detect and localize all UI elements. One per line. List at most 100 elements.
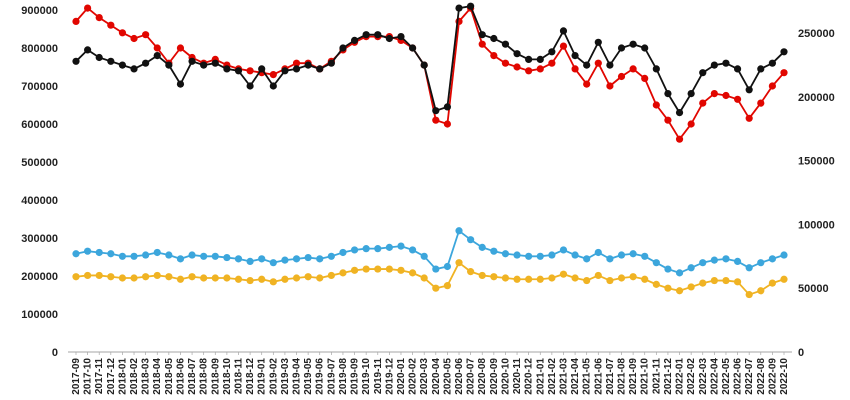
data-point	[722, 276, 730, 285]
x-tick-label: 2022-06	[733, 358, 744, 395]
left-axis-tick-label: 400000	[21, 195, 58, 207]
data-point	[455, 227, 463, 235]
x-axis-labels: 2017-09 2017-10 2017-11 2017-12 2018-01 2018-…	[71, 352, 790, 395]
data-point	[780, 251, 788, 259]
data-point	[525, 55, 533, 64]
data-point	[513, 50, 521, 58]
x-tick-label: 2020-03	[419, 358, 430, 395]
data-point	[617, 274, 626, 282]
data-point	[757, 99, 765, 107]
right-axis-tick-label: 50000	[798, 283, 829, 295]
data-point	[246, 257, 254, 266]
data-point	[408, 246, 417, 254]
left-axis-labels: 0 100000 200000 300000 400000 500000 600000 700…	[21, 5, 58, 359]
data-point	[559, 42, 568, 50]
data-point	[107, 273, 115, 281]
data-point	[176, 275, 185, 283]
data-point	[490, 52, 498, 60]
data-point	[490, 273, 498, 281]
data-point	[606, 82, 614, 90]
x-tick-label: 2018-04	[152, 358, 163, 395]
data-point	[95, 271, 103, 280]
data-point	[84, 46, 92, 54]
data-point	[269, 82, 277, 90]
right-axis-tick-label: 150000	[798, 156, 835, 168]
x-tick-label: 2022-01	[675, 358, 686, 395]
data-point	[420, 61, 428, 69]
x-tick-label: 2018-02	[129, 358, 140, 395]
data-point	[652, 280, 660, 288]
data-point	[118, 252, 127, 260]
data-point	[525, 275, 533, 283]
data-point	[258, 65, 266, 73]
series-blue-line	[75, 229, 785, 274]
data-point	[722, 255, 730, 263]
x-tick-label: 2019-02	[268, 358, 279, 395]
right-axis-tick-label: 200000	[798, 92, 835, 104]
data-point	[130, 252, 138, 260]
data-point	[675, 135, 684, 143]
data-point	[165, 273, 173, 281]
data-point	[745, 86, 753, 94]
data-point	[513, 251, 521, 259]
data-point	[292, 255, 301, 263]
data-point	[467, 236, 475, 244]
series-yellow	[72, 259, 788, 299]
x-tick-label: 2022-10	[779, 358, 790, 395]
data-point	[107, 57, 115, 65]
x-tick-label: 2020-01	[396, 358, 407, 395]
data-point	[142, 31, 150, 39]
data-point	[722, 91, 730, 100]
left-axis-tick-label: 900000	[21, 5, 58, 17]
data-point	[350, 36, 359, 45]
left-axis-tick-label: 700000	[21, 81, 58, 93]
data-point	[269, 71, 277, 79]
data-point	[211, 274, 219, 282]
data-point	[583, 276, 591, 285]
data-point	[327, 252, 335, 260]
data-point	[501, 40, 510, 48]
data-point	[397, 266, 405, 274]
data-point	[641, 252, 649, 260]
data-point	[536, 252, 544, 260]
x-tick-label: 2019-01	[257, 358, 268, 395]
data-point	[733, 95, 742, 103]
left-axis-tick-label: 0	[52, 347, 58, 359]
data-point	[327, 271, 335, 280]
data-point	[571, 274, 579, 282]
data-point	[513, 63, 521, 71]
data-point	[571, 52, 579, 60]
data-point	[118, 61, 127, 69]
data-point	[490, 247, 498, 255]
data-point	[234, 255, 243, 263]
data-point	[652, 101, 660, 109]
data-point	[617, 44, 626, 52]
data-point	[745, 114, 753, 122]
data-point	[408, 44, 417, 52]
data-point	[617, 251, 626, 259]
data-point	[548, 48, 556, 56]
data-point	[443, 262, 452, 271]
x-tick-label: 2019-03	[280, 358, 291, 395]
left-axis-tick-label: 500000	[21, 157, 58, 169]
data-point	[84, 4, 92, 12]
x-tick-label: 2019-09	[350, 358, 361, 395]
x-tick-label: 2021-05	[582, 358, 593, 395]
data-point	[350, 266, 359, 274]
data-point	[432, 107, 440, 115]
data-point	[501, 274, 510, 282]
data-point	[339, 248, 347, 257]
data-point	[362, 245, 370, 253]
data-point	[304, 253, 312, 262]
data-point	[606, 276, 614, 285]
data-point	[72, 57, 80, 65]
data-point	[142, 251, 150, 259]
data-point	[687, 264, 695, 272]
x-tick-label: 2020-05	[442, 358, 453, 395]
data-point	[757, 65, 765, 73]
x-tick-label: 2017-12	[106, 358, 117, 395]
data-point	[130, 274, 138, 282]
x-tick-label: 2018-10	[222, 358, 233, 395]
